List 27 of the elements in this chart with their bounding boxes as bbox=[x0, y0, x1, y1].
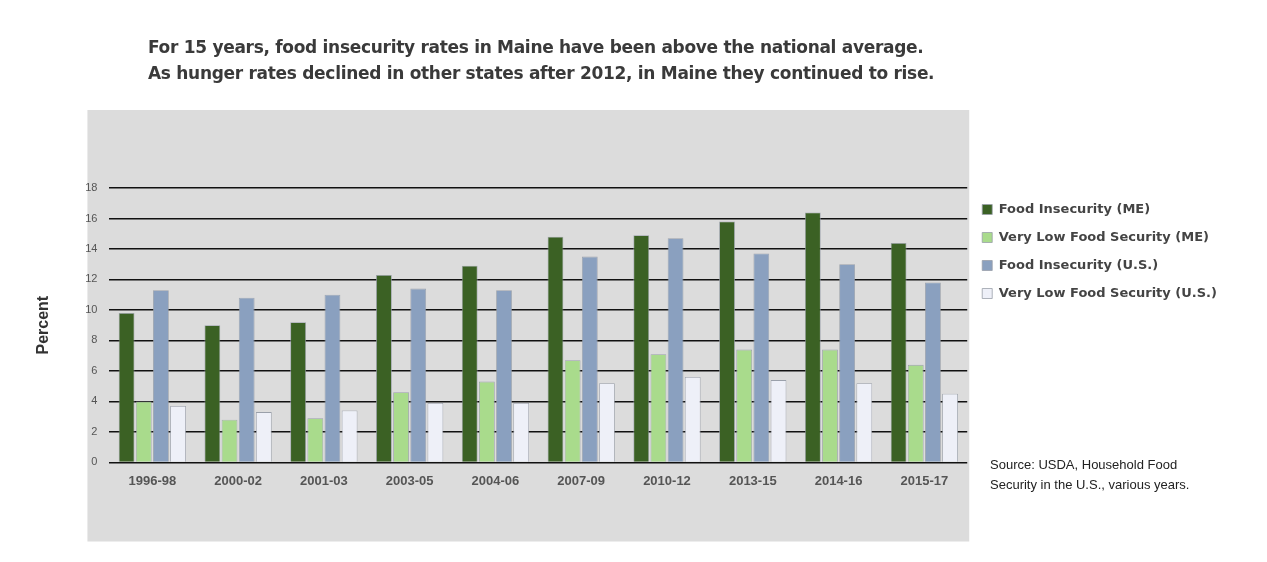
y-tick-label: 6 bbox=[91, 363, 98, 376]
x-tick-label: 2015-17 bbox=[900, 472, 949, 488]
y-tick-label: 14 bbox=[85, 242, 98, 255]
source-note: Source: USDA, Household Food Security in the U.S., various years. bbox=[990, 456, 1191, 494]
y-tick-label: 18 bbox=[85, 181, 98, 194]
y-tick-label: 2 bbox=[91, 424, 98, 437]
x-tick-label: 2001-03 bbox=[300, 472, 348, 488]
x-tick-label: 2013-15 bbox=[728, 472, 777, 488]
x-tick-label: 2007-09 bbox=[557, 472, 606, 488]
chart-title: For 15 years, food insecurity rates in Maine have been above the national average. As hunger rates declined in other states after 2012, in Maine they continued to rise. bbox=[148, 36, 935, 85]
legend-label: Food Insecurity (ME) bbox=[998, 200, 1151, 216]
y-tick-label: 10 bbox=[85, 302, 98, 315]
y-tick-label: 4 bbox=[91, 394, 98, 407]
legend-label: Very Low Food Security (ME) bbox=[998, 228, 1210, 244]
x-tick-label: 2014-16 bbox=[814, 472, 863, 488]
x-tick-label: 2010-12 bbox=[643, 472, 691, 488]
x-tick-label: 2004-06 bbox=[471, 472, 520, 488]
y-axis-title: Percent bbox=[34, 295, 52, 355]
x-tick-label: 1996-98 bbox=[128, 472, 177, 488]
y-tick-label: 8 bbox=[91, 333, 98, 346]
x-tick-label: 2003-05 bbox=[385, 472, 434, 488]
y-tick-label: 12 bbox=[85, 272, 98, 285]
legend-label: Food Insecurity (U.S.) bbox=[998, 256, 1159, 272]
x-tick-label: 2000-02 bbox=[214, 472, 262, 488]
legend-label: Very Low Food Security (U.S.) bbox=[998, 284, 1217, 300]
y-tick-label: 16 bbox=[85, 211, 98, 224]
y-tick-label: 0 bbox=[91, 455, 98, 468]
